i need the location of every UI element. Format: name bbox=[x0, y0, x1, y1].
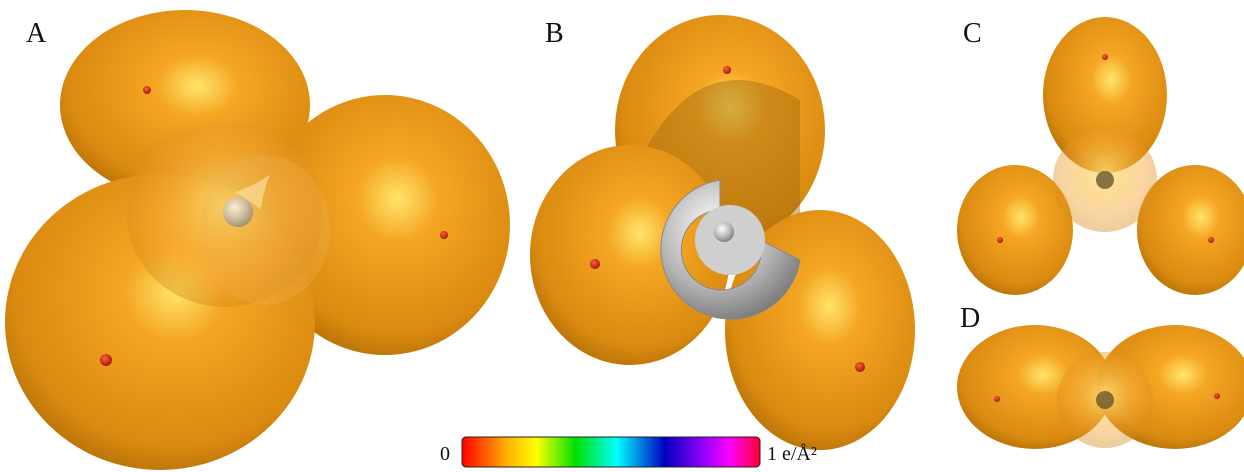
panel-label: B bbox=[545, 18, 564, 49]
figure: A B C D 0 1 e/Å² bbox=[0, 0, 1244, 472]
colorbar-min-label: 0 bbox=[440, 443, 450, 465]
colorbar bbox=[462, 437, 760, 467]
panel-a-render bbox=[5, 10, 510, 470]
panel-label: A bbox=[26, 18, 47, 49]
panel-b-render bbox=[530, 15, 915, 450]
panel-c-render bbox=[957, 17, 1244, 295]
panel-label: C bbox=[963, 18, 982, 49]
panel-label: D bbox=[960, 303, 980, 334]
panel-d-render bbox=[957, 325, 1244, 449]
colorbar-max-label: 1 e/Å² bbox=[767, 443, 817, 465]
